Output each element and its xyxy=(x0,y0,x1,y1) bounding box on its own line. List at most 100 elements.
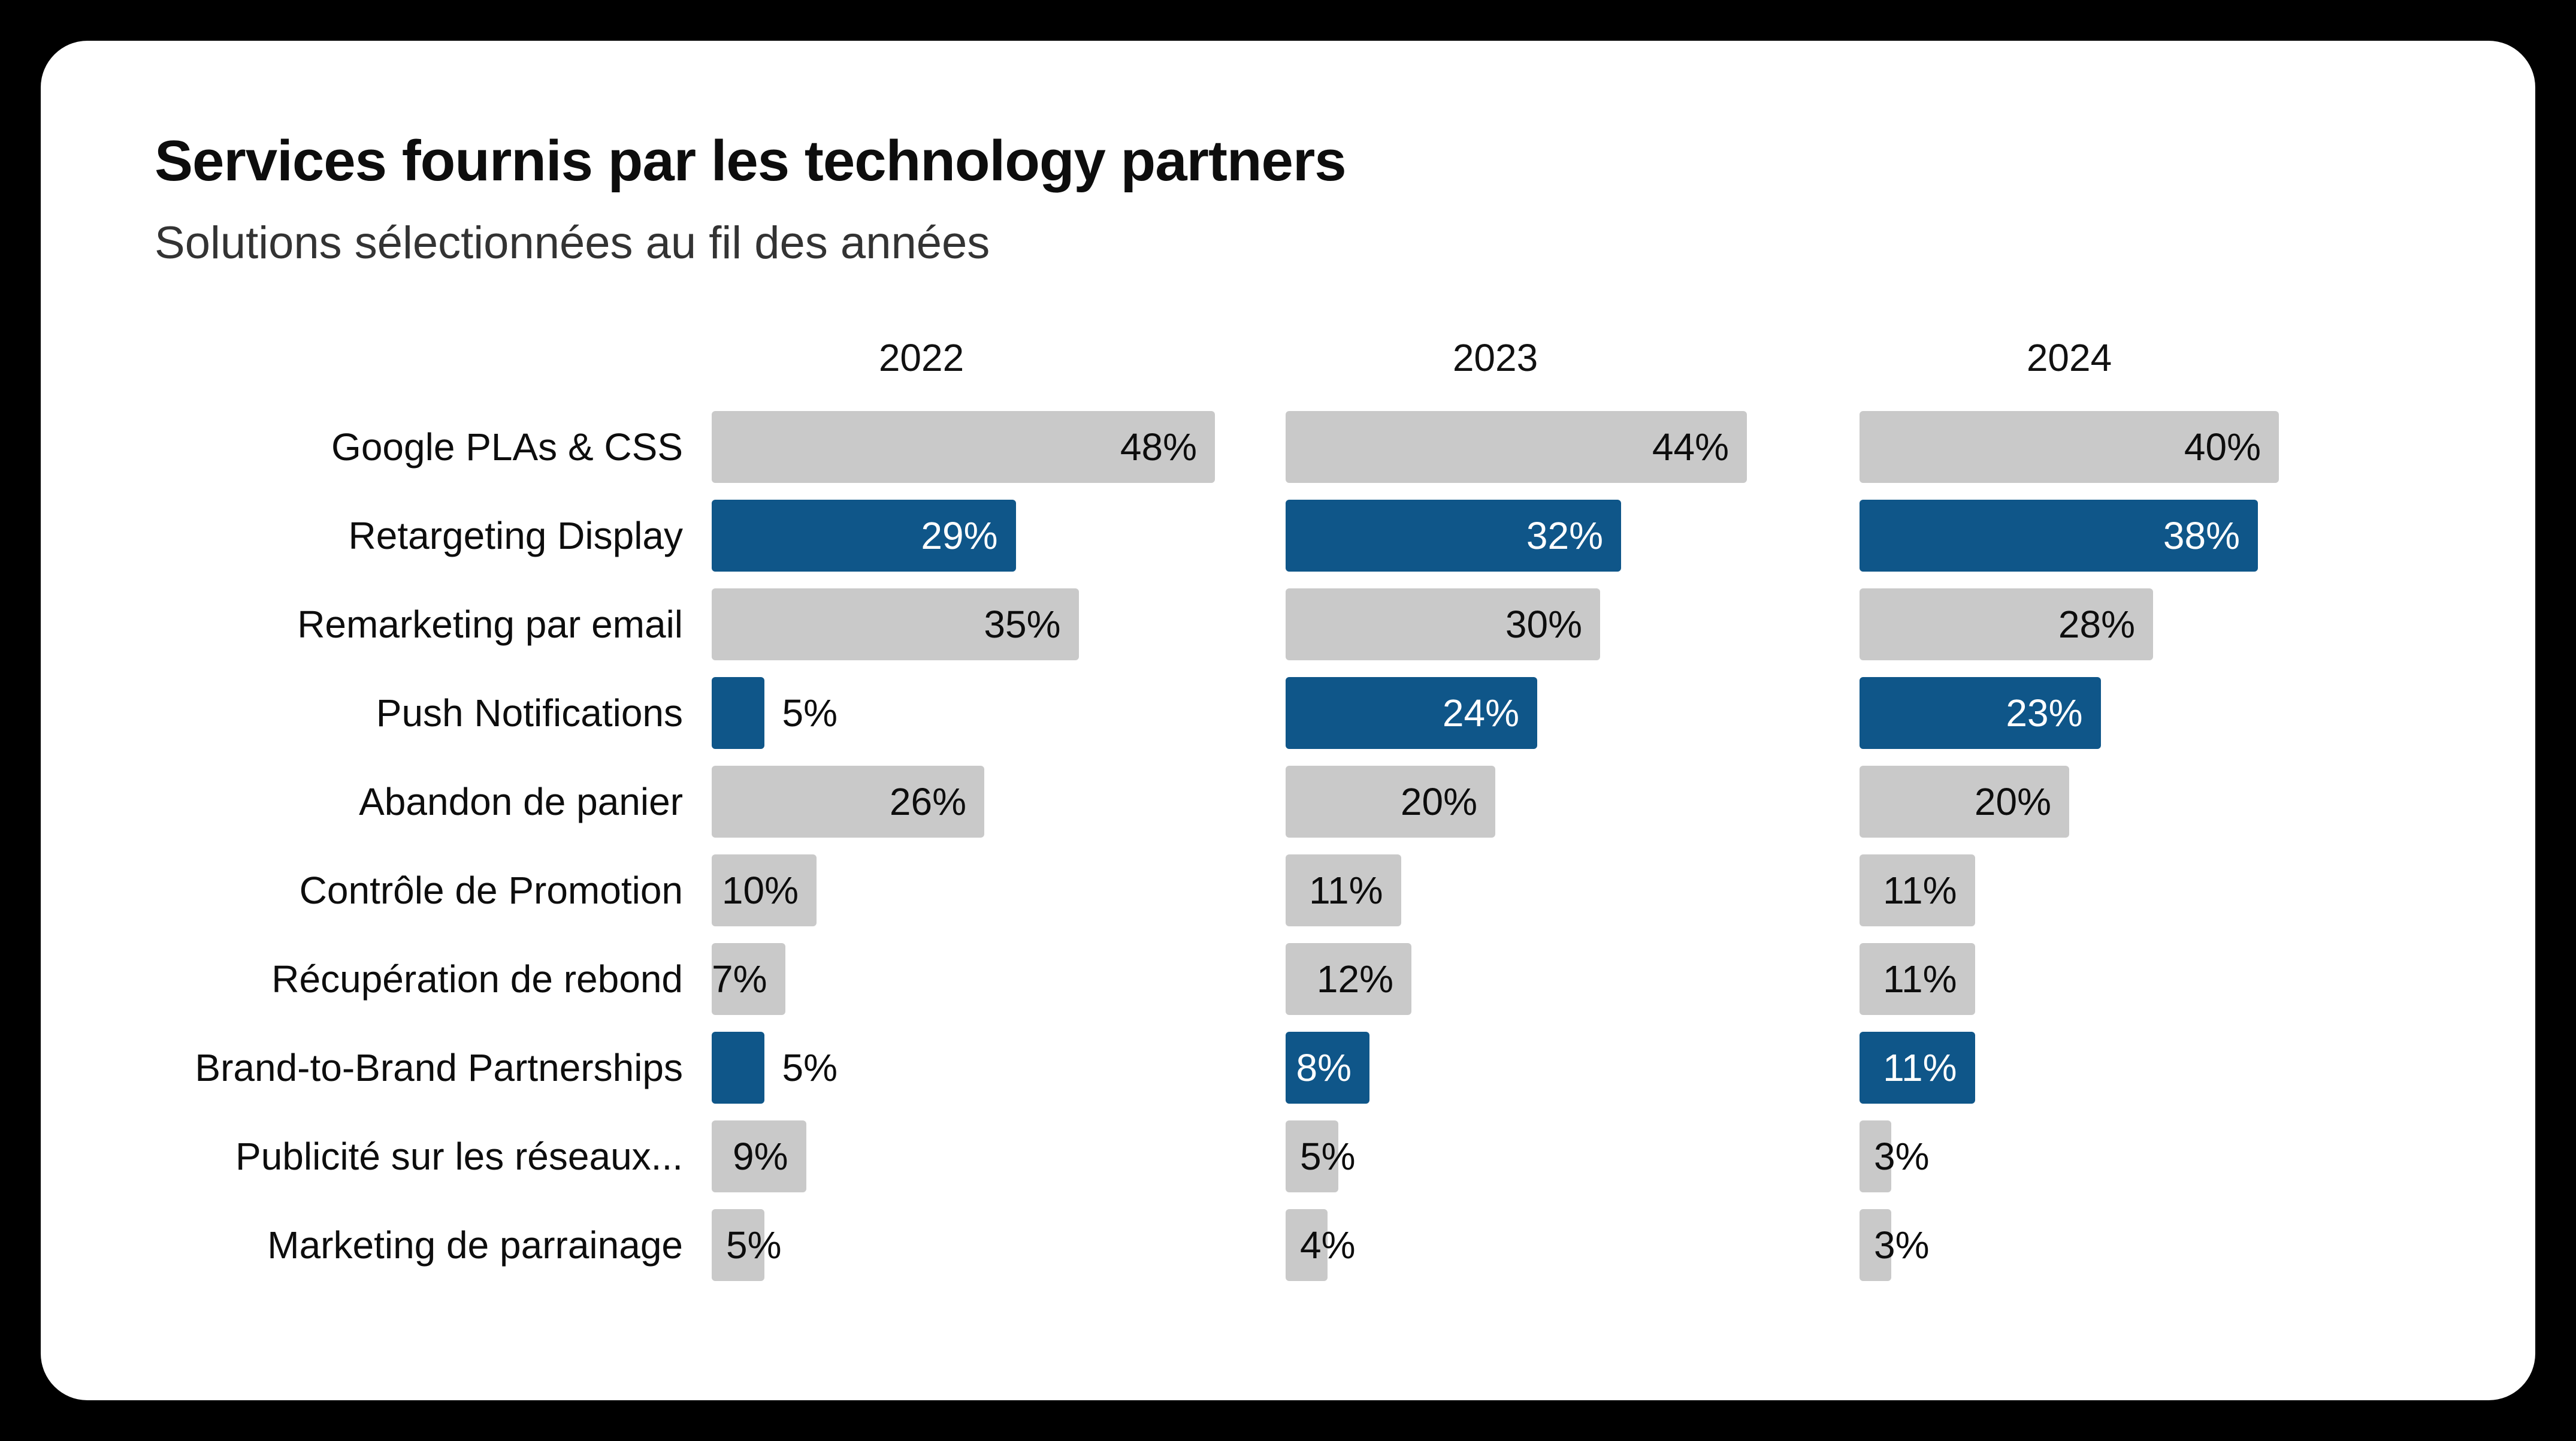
chart-row: Google PLAs & CSS 48% 44% 40% xyxy=(155,410,2433,483)
chart-rows: Google PLAs & CSS 48% 44% 40% Retargeting Di… xyxy=(155,410,2433,1281)
highlighted-bar: 11% xyxy=(1860,1031,1975,1104)
category-label: Push Notifications xyxy=(376,691,683,735)
bar: 48% xyxy=(712,410,1215,483)
value-label: 28% xyxy=(2058,602,2135,646)
bar-cell: 23% xyxy=(1860,676,2433,749)
bar-cell: 11% xyxy=(1860,1031,2433,1104)
category-label: Abandon de panier xyxy=(359,780,683,823)
category-label: Retargeting Display xyxy=(348,513,684,557)
category-label: Publicité sur les réseaux... xyxy=(235,1134,683,1178)
highlighted-bar: 24% xyxy=(1286,676,1537,749)
chart-header-row: 2022 2023 2024 xyxy=(155,336,2433,380)
bar: 26% xyxy=(712,765,984,838)
bar: 40% xyxy=(1860,410,2279,483)
bar-cell: 5% xyxy=(712,1031,1286,1104)
year-header-2024: 2024 xyxy=(2026,336,2112,379)
bar-cell: 28% xyxy=(1860,588,2433,660)
highlighted-bar: 8% xyxy=(1286,1031,1369,1104)
bar: 10% xyxy=(712,854,817,926)
bar: 20% xyxy=(1860,765,2069,838)
value-label: 30% xyxy=(1505,602,1582,646)
value-label: 40% xyxy=(2184,425,2261,469)
bar: 11% xyxy=(1860,942,1975,1015)
bar-cell: 40% xyxy=(1860,410,2433,483)
bar-cell: 11% xyxy=(1860,942,2433,1015)
bar: 30% xyxy=(1286,588,1600,660)
bar: 7% xyxy=(712,942,785,1015)
chart-row: Abandon de panier 26% 20% 20% xyxy=(155,765,2433,838)
bar: 9% xyxy=(712,1120,806,1192)
value-label: 7% xyxy=(712,957,767,1001)
value-label: 38% xyxy=(2163,513,2240,557)
bar: 28% xyxy=(1860,588,2153,660)
bar-cell: 4% xyxy=(1286,1209,1860,1281)
value-label: 5% xyxy=(782,1046,838,1089)
bar: 12% xyxy=(1286,942,1411,1015)
bar-cell: 11% xyxy=(1860,854,2433,926)
page-title: Services fournis par les technology part… xyxy=(155,129,1347,193)
value-label: 44% xyxy=(1652,425,1729,469)
value-label: 10% xyxy=(721,868,799,912)
year-header-2023: 2023 xyxy=(1452,336,1538,379)
bar-cell: 12% xyxy=(1286,942,1860,1015)
bar xyxy=(712,1209,764,1281)
category-label: Récupération de rebond xyxy=(271,957,683,1001)
bar-cell: 3% xyxy=(1860,1209,2433,1281)
bar-cell: 20% xyxy=(1286,765,1860,838)
highlighted-bar: 23% xyxy=(1860,676,2101,749)
value-label: 11% xyxy=(1883,868,1957,912)
value-label: 12% xyxy=(1316,957,1393,1001)
value-label: 11% xyxy=(1309,868,1383,912)
chart-row: Publicité sur les réseaux... 9% 5% 3% xyxy=(155,1120,2433,1192)
value-label: 29% xyxy=(921,513,998,557)
bar: 11% xyxy=(1860,854,1975,926)
bar-cell: 7% xyxy=(712,942,1286,1015)
highlighted-bar xyxy=(712,676,764,749)
bar-cell: 9% xyxy=(712,1120,1286,1192)
value-label: 3% xyxy=(1874,1223,1930,1267)
label-column-spacer xyxy=(155,336,712,380)
bar-cell: 44% xyxy=(1286,410,1860,483)
bar-cell: 11% xyxy=(1286,854,1860,926)
value-label: 3% xyxy=(1874,1134,1930,1178)
category-label: Marketing de parrainage xyxy=(267,1223,683,1267)
bar-cell: 32% xyxy=(1286,499,1860,572)
bar-cell: 24% xyxy=(1286,676,1860,749)
bar-cell: 26% xyxy=(712,765,1286,838)
chart-row: Remarketing par email 35% 30% 28% xyxy=(155,588,2433,660)
bar-cell: 5% xyxy=(712,1209,1286,1281)
chart-row: Récupération de rebond 7% 12% 11% xyxy=(155,942,2433,1015)
chart-row: Marketing de parrainage 5% 4% 3% xyxy=(155,1209,2433,1281)
chart-card: Services fournis par les technology part… xyxy=(41,41,2535,1400)
year-header-2022: 2022 xyxy=(878,336,965,379)
value-label: 11% xyxy=(1883,957,1957,1001)
highlighted-bar: 38% xyxy=(1860,499,2258,572)
bar-cell: 38% xyxy=(1860,499,2433,572)
category-label: Remarketing par email xyxy=(297,602,683,646)
bar xyxy=(1860,1209,1891,1281)
bar-cell: 35% xyxy=(712,588,1286,660)
bar-cell: 48% xyxy=(712,410,1286,483)
highlighted-bar xyxy=(712,1031,764,1104)
value-label: 26% xyxy=(889,780,966,823)
bar xyxy=(1286,1120,1338,1192)
chart-row: Brand-to-Brand Partnerships 5% 8% 11% xyxy=(155,1031,2433,1104)
bar xyxy=(1286,1209,1328,1281)
value-label: 23% xyxy=(2006,691,2083,735)
value-label: 5% xyxy=(726,1223,782,1267)
chart-row: Contrôle de Promotion 10% 11% 11% xyxy=(155,854,2433,926)
value-label: 20% xyxy=(1400,780,1477,823)
value-label: 9% xyxy=(733,1134,788,1178)
value-label: 4% xyxy=(1300,1223,1356,1267)
bar-cell: 30% xyxy=(1286,588,1860,660)
value-label: 35% xyxy=(984,602,1061,646)
value-label: 8% xyxy=(1296,1046,1352,1089)
highlighted-bar: 29% xyxy=(712,499,1016,572)
bar: 20% xyxy=(1286,765,1495,838)
bar-cell: 5% xyxy=(1286,1120,1860,1192)
value-label: 48% xyxy=(1120,425,1197,469)
chart-row: Retargeting Display 29% 32% 38% xyxy=(155,499,2433,572)
category-label: Brand-to-Brand Partnerships xyxy=(195,1046,683,1089)
chart-row: Push Notifications 5% 24% 23% xyxy=(155,676,2433,749)
